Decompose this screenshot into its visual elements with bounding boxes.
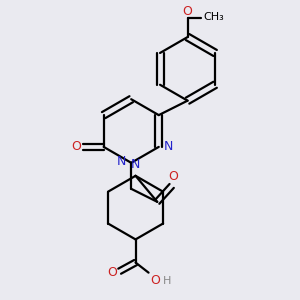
Text: CH₃: CH₃ — [203, 12, 224, 22]
Text: O: O — [183, 5, 193, 18]
Text: O: O — [107, 266, 117, 279]
Text: H: H — [163, 275, 171, 286]
Text: O: O — [150, 274, 160, 287]
Text: N: N — [164, 140, 173, 153]
Text: O: O — [168, 170, 178, 183]
Text: O: O — [71, 140, 81, 153]
Text: N: N — [117, 155, 126, 168]
Text: N: N — [131, 158, 140, 172]
